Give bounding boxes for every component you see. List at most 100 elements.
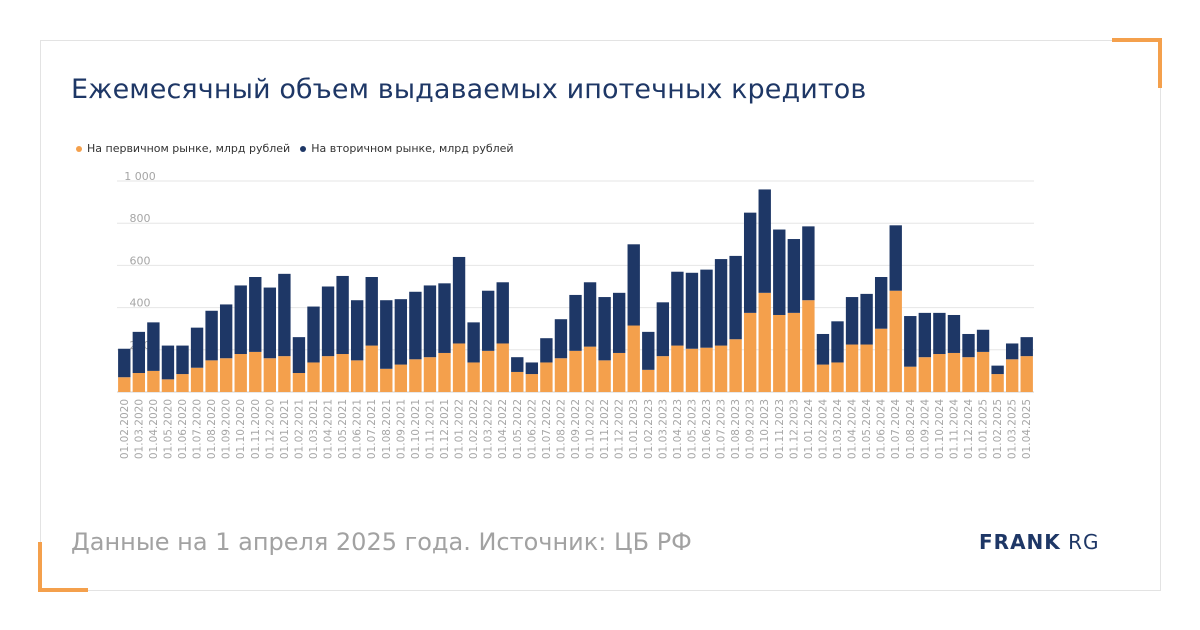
bar-secondary <box>612 292 626 353</box>
x-tick-label: 01.07.2020 <box>192 399 204 459</box>
bar-primary <box>685 348 699 392</box>
bar-primary <box>773 314 786 392</box>
x-tick-label: 01.01.2021 <box>279 399 291 459</box>
x-tick-label: 01.03.2023 <box>657 399 669 459</box>
x-tick-label: 01.05.2021 <box>337 399 349 459</box>
x-tick-label: 01.04.2020 <box>148 399 160 459</box>
bar-secondary <box>816 333 830 365</box>
x-tick-label: 01.01.2025 <box>978 399 990 459</box>
x-tick-label: 01.06.2022 <box>526 399 538 459</box>
x-tick-label: 01.03.2020 <box>133 399 145 459</box>
bar-secondary <box>307 306 320 363</box>
bar-primary <box>249 351 262 392</box>
bar-primary <box>263 358 277 392</box>
bar-secondary <box>132 331 146 374</box>
x-tick-label: 01.01.2023 <box>628 399 640 459</box>
bar-primary <box>380 368 393 392</box>
bar-secondary <box>831 321 844 363</box>
bar-primary <box>336 354 349 392</box>
x-tick-label: 01.07.2024 <box>890 399 902 459</box>
bar-secondary <box>481 290 495 351</box>
x-tick-label: 01.07.2022 <box>541 399 553 459</box>
corner-accent-bottom-horizontal <box>38 588 88 592</box>
bar-primary <box>205 360 218 392</box>
bar-primary <box>234 354 247 392</box>
x-tick-label: 01.03.2024 <box>832 399 844 459</box>
bar-primary <box>700 347 713 392</box>
x-tick-label: 01.06.2021 <box>352 399 364 459</box>
corner-accent-top-horizontal <box>1112 38 1162 42</box>
bar-secondary <box>394 299 408 365</box>
x-tick-label: 01.03.2021 <box>308 399 320 459</box>
x-tick-label: 01.12.2024 <box>963 399 975 459</box>
x-tick-label: 01.02.2020 <box>119 399 131 459</box>
x-tick-label: 01.10.2023 <box>759 399 771 459</box>
bar-secondary <box>802 226 815 301</box>
bar-secondary <box>889 225 902 291</box>
bar-secondary <box>380 300 393 369</box>
legend-marker-primary <box>76 145 82 152</box>
x-tick-label: 01.12.2020 <box>264 399 276 459</box>
corner-accent-bottom-vertical <box>38 542 42 592</box>
bar-secondary <box>947 314 961 353</box>
corner-accent-top-vertical <box>1158 38 1162 88</box>
x-tick-label: 01.08.2021 <box>381 399 393 459</box>
bar-secondary <box>118 348 131 378</box>
bar-secondary <box>336 275 349 355</box>
y-tick-label: 1 000 <box>124 170 156 183</box>
x-tick-label: 01.12.2021 <box>439 399 451 459</box>
legend-item-primary: На первичном рынке, млрд рублей <box>76 142 290 155</box>
bar-primary <box>743 312 757 392</box>
bar-primary <box>816 364 830 392</box>
bar-primary <box>656 356 670 392</box>
bar-secondary <box>234 285 247 355</box>
bar-secondary <box>452 256 466 344</box>
bar-primary <box>904 366 917 392</box>
bar-primary <box>729 339 742 392</box>
x-tick-label: 01.01.2024 <box>803 399 815 459</box>
bar-secondary <box>176 345 189 375</box>
bar-primary <box>409 359 422 392</box>
bar-primary <box>860 344 873 392</box>
x-tick-label: 01.06.2023 <box>701 399 713 459</box>
legend-label-secondary: На вторичном рынке, млрд рублей <box>311 142 514 155</box>
bar-secondary <box>933 312 946 355</box>
bar-secondary <box>918 312 932 358</box>
bar-primary <box>947 352 961 392</box>
bar-secondary <box>263 287 277 359</box>
bar-secondary <box>205 310 218 361</box>
bar-secondary <box>569 294 582 351</box>
x-tick-label: 01.10.2022 <box>585 399 597 459</box>
x-tick-label: 01.12.2023 <box>788 399 800 459</box>
x-tick-label: 01.02.2024 <box>817 399 829 459</box>
x-tick-label: 01.09.2020 <box>221 399 233 459</box>
bar-primary <box>190 367 204 392</box>
x-tick-label: 01.08.2023 <box>730 399 742 459</box>
x-tick-label: 01.09.2023 <box>745 399 757 459</box>
bar-secondary <box>496 282 509 344</box>
bar-primary <box>350 360 364 392</box>
bar-primary <box>467 362 480 392</box>
bar-primary <box>365 345 378 392</box>
bar-secondary <box>976 329 990 352</box>
bar-primary <box>307 362 320 392</box>
bar-primary <box>991 374 1004 392</box>
legend-label-primary: На первичном рынке, млрд рублей <box>87 142 291 155</box>
bar-secondary <box>409 291 422 360</box>
x-tick-label: 01.04.2023 <box>672 399 684 459</box>
bar-secondary <box>511 357 524 372</box>
logo-light: RG <box>1068 530 1100 554</box>
x-tick-label: 01.12.2022 <box>614 399 626 459</box>
bar-secondary <box>787 239 801 313</box>
bar-primary <box>627 325 640 392</box>
bar-secondary <box>700 269 713 348</box>
x-tick-label: 01.11.2023 <box>774 399 786 459</box>
bar-secondary <box>671 271 684 346</box>
bar-primary <box>598 360 611 392</box>
bar-secondary <box>365 277 378 346</box>
logo-bold: FRANK <box>979 530 1061 554</box>
bar-primary <box>452 343 466 392</box>
x-tick-label: 01.05.2023 <box>686 399 698 459</box>
x-tick-label: 01.10.2020 <box>235 399 247 459</box>
